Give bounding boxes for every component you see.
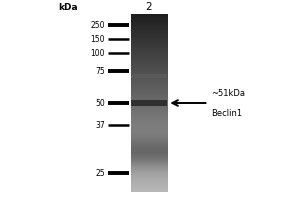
Text: Beclin1: Beclin1 <box>212 108 243 117</box>
Text: 150: 150 <box>91 34 105 44</box>
Bar <box>130 74 166 78</box>
Text: ~51kDa: ~51kDa <box>212 90 245 98</box>
Text: 50: 50 <box>95 98 105 108</box>
Text: 100: 100 <box>91 48 105 58</box>
Text: 25: 25 <box>95 168 105 178</box>
Text: 2: 2 <box>145 2 152 12</box>
Text: kDa: kDa <box>58 2 78 11</box>
Bar <box>130 100 166 106</box>
Text: 37: 37 <box>95 120 105 130</box>
Text: 75: 75 <box>95 66 105 75</box>
Text: 250: 250 <box>91 21 105 29</box>
